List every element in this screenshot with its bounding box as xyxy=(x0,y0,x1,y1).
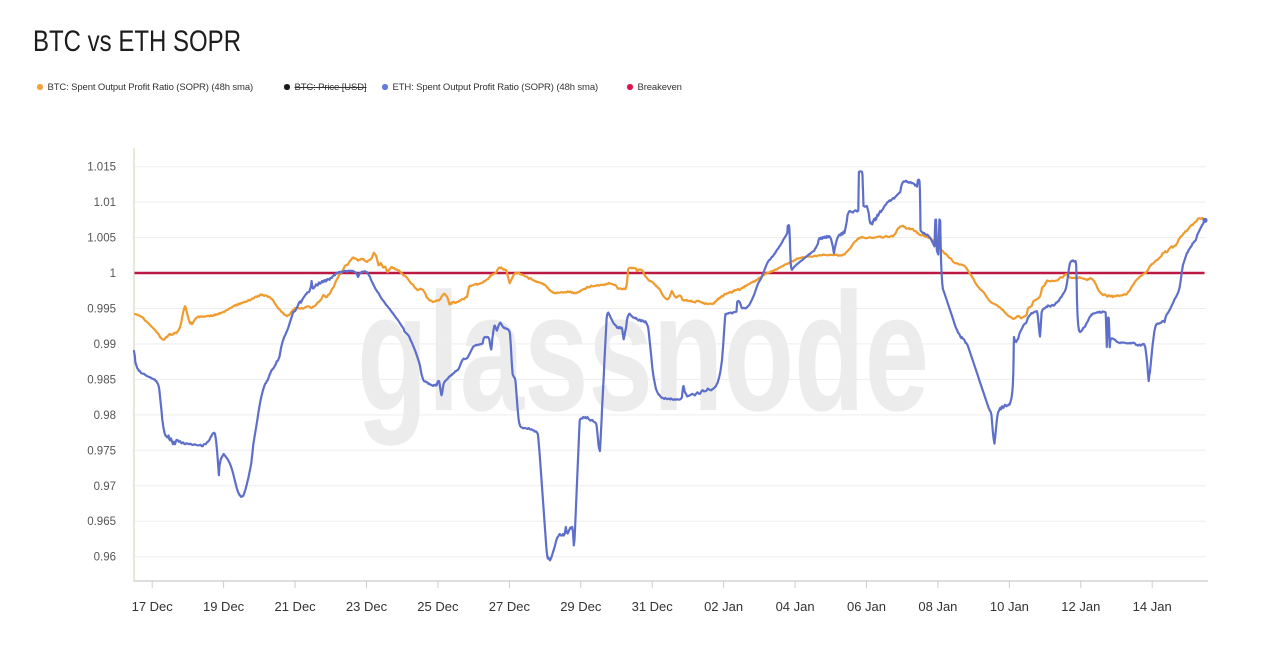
svg-text:0.995: 0.995 xyxy=(87,304,116,316)
svg-text:27 Dec: 27 Dec xyxy=(489,599,531,614)
svg-text:1.005: 1.005 xyxy=(87,233,116,245)
svg-text:glassnode: glassnode xyxy=(357,258,929,446)
svg-text:19 Dec: 19 Dec xyxy=(203,599,245,614)
svg-text:0.99: 0.99 xyxy=(94,339,116,351)
svg-text:10 Jan: 10 Jan xyxy=(990,599,1029,614)
svg-text:17 Dec: 17 Dec xyxy=(132,599,174,614)
svg-text:04 Jan: 04 Jan xyxy=(776,599,815,614)
svg-text:1: 1 xyxy=(110,268,116,280)
svg-text:23 Dec: 23 Dec xyxy=(346,599,388,614)
svg-text:0.985: 0.985 xyxy=(87,374,116,386)
svg-text:21 Dec: 21 Dec xyxy=(274,599,316,614)
svg-text:02 Jan: 02 Jan xyxy=(704,599,743,614)
svg-text:1.01: 1.01 xyxy=(94,197,116,209)
svg-text:0.98: 0.98 xyxy=(94,410,116,422)
svg-text:0.965: 0.965 xyxy=(87,516,116,528)
svg-text:29 Dec: 29 Dec xyxy=(560,599,602,614)
svg-text:0.975: 0.975 xyxy=(87,445,116,457)
svg-text:0.97: 0.97 xyxy=(94,481,116,493)
svg-text:1.015: 1.015 xyxy=(87,162,116,174)
svg-text:25 Dec: 25 Dec xyxy=(417,599,459,614)
svg-text:14 Jan: 14 Jan xyxy=(1133,599,1172,614)
svg-text:12 Jan: 12 Jan xyxy=(1061,599,1100,614)
svg-text:0.96: 0.96 xyxy=(94,552,116,564)
svg-text:06 Jan: 06 Jan xyxy=(847,599,886,614)
svg-text:08 Jan: 08 Jan xyxy=(918,599,957,614)
svg-text:31 Dec: 31 Dec xyxy=(632,599,674,614)
